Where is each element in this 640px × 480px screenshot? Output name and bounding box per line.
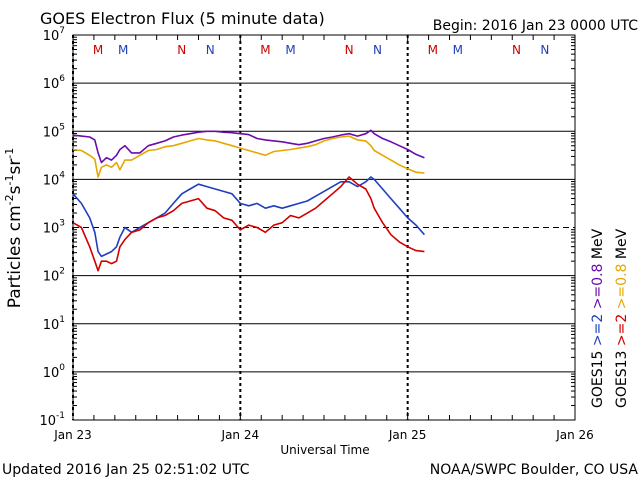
begin-label: Begin: 2016 Jan 23 0000 UTC bbox=[433, 18, 638, 34]
y-tick-label: 100 bbox=[43, 363, 66, 381]
local-time-marker: M bbox=[285, 43, 295, 57]
y-tick-label: 102 bbox=[43, 267, 65, 285]
local-time-marker: M bbox=[428, 43, 438, 57]
series-line bbox=[72, 176, 425, 272]
x-tick-label: Jan 23 bbox=[53, 428, 92, 442]
x-tick-label: Jan 25 bbox=[388, 428, 427, 442]
local-time-marker: N bbox=[345, 43, 354, 57]
local-time-marker: M bbox=[93, 43, 103, 57]
local-time-marker: N bbox=[177, 43, 186, 57]
local-time-marker: N bbox=[540, 43, 549, 57]
y-tick-label: 106 bbox=[43, 74, 66, 92]
y-axis-label: Particles cm-2s-1sr-1 bbox=[3, 148, 25, 309]
y-tick-label: 10-1 bbox=[39, 411, 65, 429]
credit-label: NOAA/SWPC Boulder, CO USA bbox=[430, 462, 639, 478]
updated-timestamp: Updated 2016 Jan 25 02:51:02 UTC bbox=[2, 462, 250, 478]
x-tick-label: Jan 26 bbox=[555, 428, 594, 442]
chart-title: GOES Electron Flux (5 minute data) bbox=[40, 9, 325, 28]
y-tick-label: 104 bbox=[43, 170, 66, 188]
y-tick-label: 101 bbox=[43, 315, 65, 333]
x-axis-label: Universal Time bbox=[280, 443, 369, 457]
series-line bbox=[72, 135, 425, 178]
local-time-marker: M bbox=[260, 43, 270, 57]
series-line bbox=[72, 176, 426, 258]
series-line bbox=[72, 129, 425, 164]
y-tick-label: 107 bbox=[43, 26, 65, 44]
x-tick-label: Jan 24 bbox=[221, 428, 260, 442]
local-time-marker: N bbox=[373, 43, 382, 57]
legend-entry: GOES13 >=2 >=0.8 MeV bbox=[614, 228, 630, 408]
local-time-marker: M bbox=[118, 43, 128, 57]
local-time-marker: N bbox=[206, 43, 215, 57]
local-time-marker: M bbox=[453, 43, 463, 57]
legend-entry: GOES15 >=2 >=0.8 MeV bbox=[590, 228, 606, 408]
y-tick-label: 103 bbox=[43, 219, 65, 237]
local-time-marker: N bbox=[512, 43, 521, 57]
y-tick-label: 105 bbox=[43, 122, 65, 140]
